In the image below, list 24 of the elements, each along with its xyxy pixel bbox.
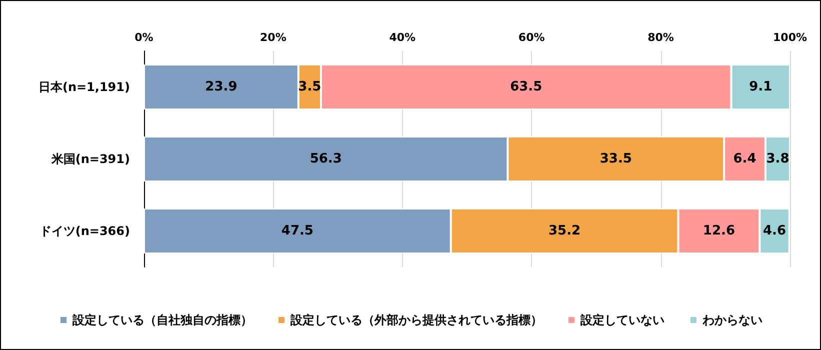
data-label: 56.3 — [310, 152, 342, 166]
y-tick-label: 米国(n=391) — [50, 152, 130, 166]
data-label: 63.5 — [510, 80, 542, 94]
x-tick-label: 40% — [389, 31, 416, 44]
x-tick-label: 100% — [773, 31, 807, 44]
legend-label: 設定している（外部から提供されている指標） — [290, 313, 542, 327]
data-label: 6.4 — [733, 152, 756, 166]
data-label: 3.8 — [766, 152, 790, 166]
x-tick-label: 20% — [260, 31, 286, 44]
y-tick-label: ドイツ(n=366) — [39, 224, 130, 238]
data-label: 23.9 — [205, 80, 238, 94]
data-label: 35.2 — [548, 224, 581, 238]
legend-label: わからない — [702, 313, 762, 327]
legend-label: 設定している（自社独自の指標） — [72, 313, 252, 327]
data-label: 33.5 — [600, 152, 632, 166]
x-tick-label: 80% — [648, 31, 674, 44]
x-tick-label: 60% — [518, 31, 545, 44]
x-tick-label: 0% — [134, 31, 154, 44]
data-label: 12.6 — [702, 224, 735, 238]
y-tick-label: 日本(n=1,191) — [38, 80, 130, 94]
legend-label: 設定していない — [580, 313, 664, 327]
data-label: 4.6 — [762, 224, 786, 238]
data-label: 9.1 — [749, 80, 772, 94]
data-label: 47.5 — [281, 224, 314, 238]
